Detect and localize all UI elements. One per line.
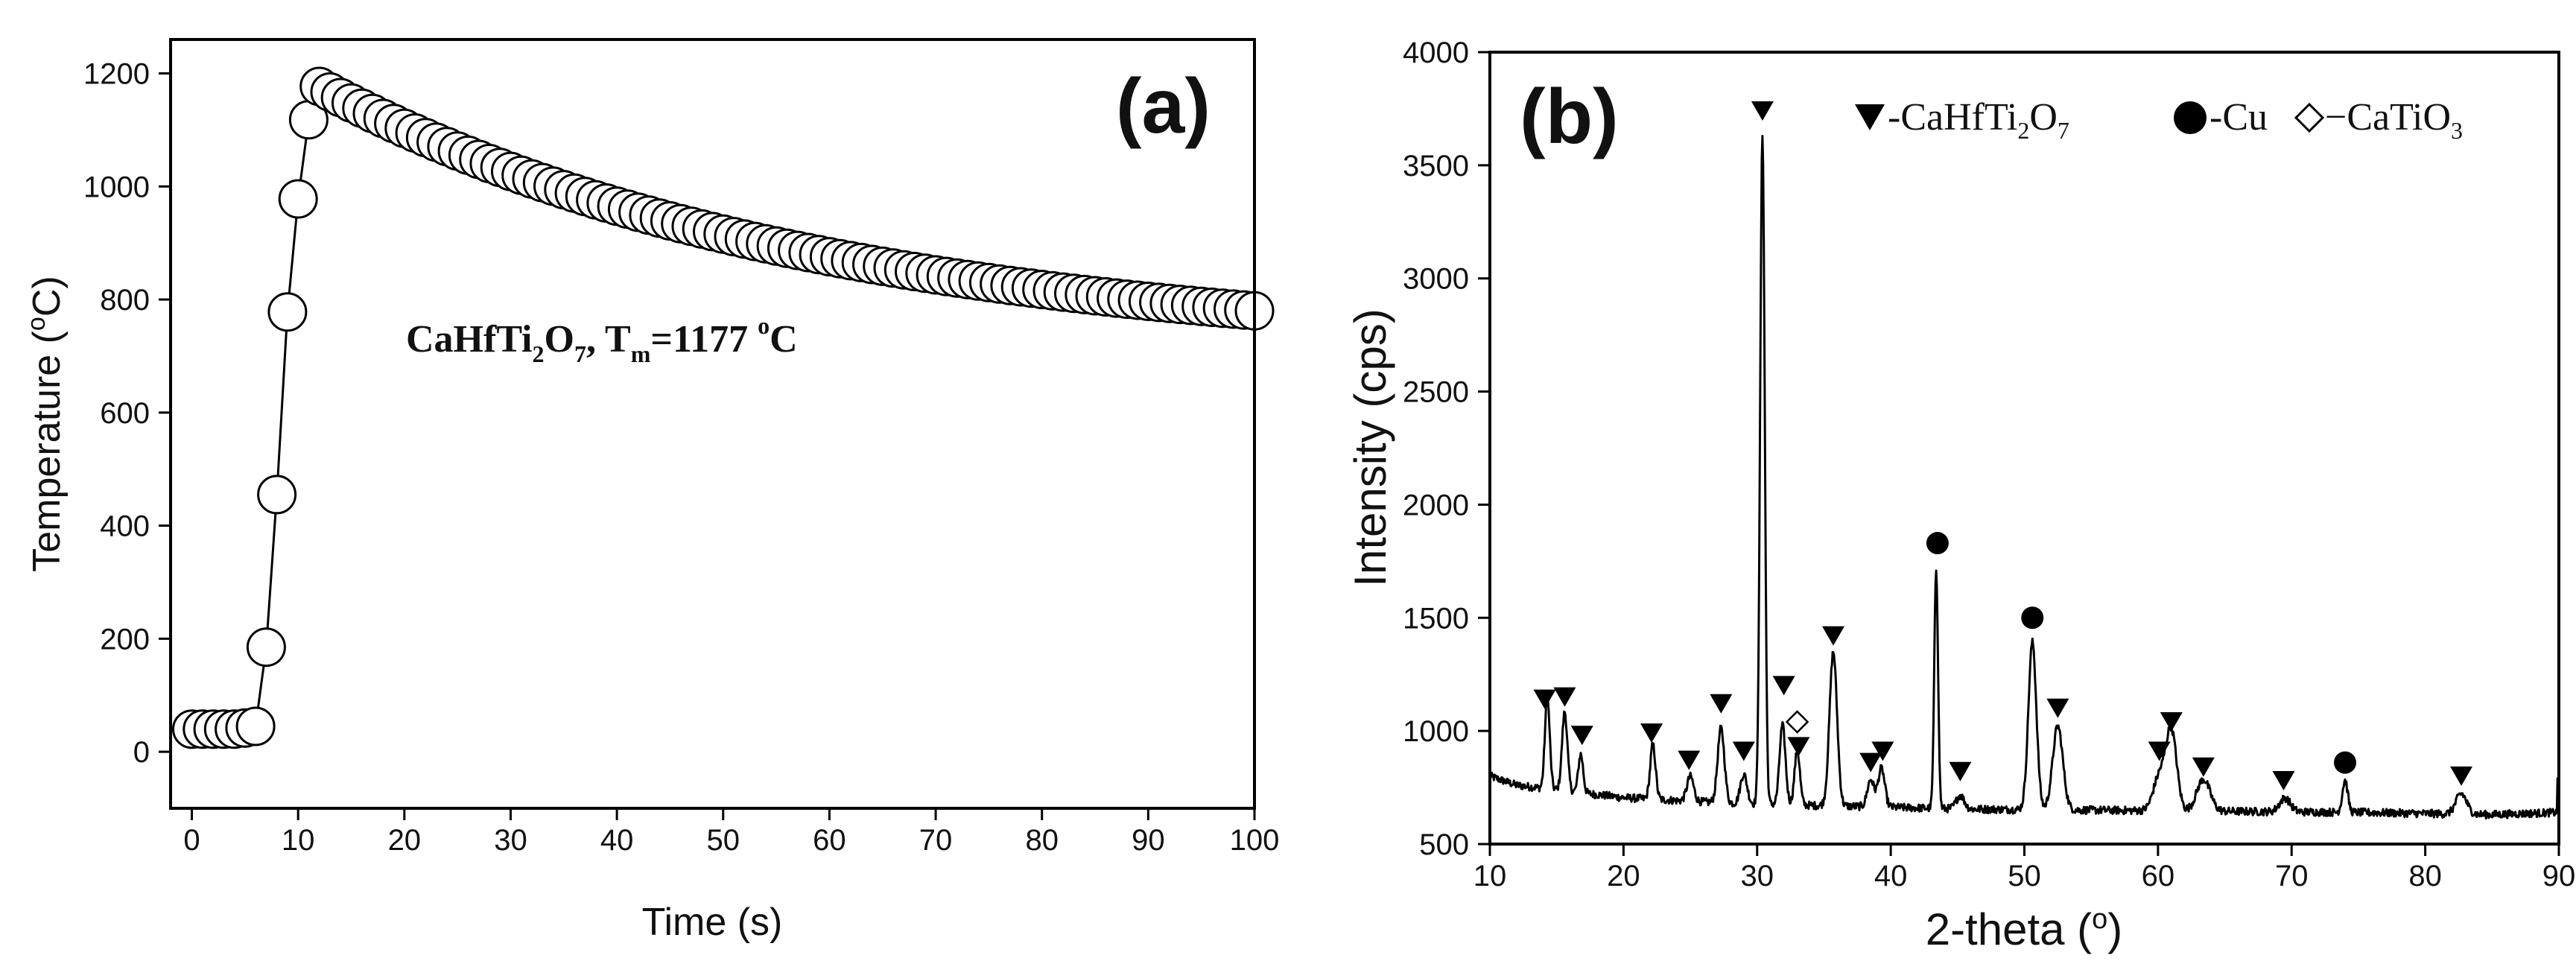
peak-marker-cahfti2o7 [1859, 752, 1882, 773]
panel-b-x-tick-label: 60 [2142, 860, 2175, 892]
panel-b-x-axis-title: 2-theta (o) [1926, 904, 2123, 954]
peak-marker-cahfti2o7 [1772, 676, 1795, 696]
panel-b-y-tick-label: 2000 [1403, 489, 1469, 521]
panel-a-x-tick-label: 20 [388, 824, 422, 857]
panel-a-x-tick-label: 80 [1025, 824, 1059, 857]
panel-b-xrd-chart: 10 20 30 40 50 60 70 80 90 500 1000 1500 2000 2500 300… [1345, 37, 2575, 954]
peak-marker-cu [2021, 606, 2044, 630]
panel-b-x-tick-label: 10 [1473, 860, 1507, 892]
panel-b-x-tick-label: 20 [1607, 860, 1640, 892]
panel-a-x-tick-label: 70 [919, 824, 953, 857]
peak-marker-cahfti2o7 [1821, 626, 1844, 646]
panel-b-y-tick-label: 1000 [1403, 715, 1469, 748]
panel-a-y-tick-label: 600 [100, 397, 150, 430]
panel-a-data-point [257, 475, 297, 515]
panel-a-x-axis-title: Time (s) [642, 901, 783, 944]
panel-a-x-tick-label: 30 [494, 824, 527, 857]
peak-marker-cahfti2o7 [2192, 757, 2215, 777]
panel-b-x-tick-label: 40 [1874, 860, 1908, 892]
panel-a-y-tick-label: 0 [133, 736, 150, 769]
peak-marker-cahfti2o7 [1751, 101, 1774, 121]
panel-a-data-point [278, 179, 318, 219]
peak-marker-cahfti2o7 [1710, 694, 1733, 714]
legend-circle-marker [2174, 101, 2207, 134]
peak-marker-catio3 [1785, 710, 1809, 734]
panel-b-x-tick-label: 90 [2542, 860, 2576, 892]
panel-a-y-tick-label: 1000 [83, 171, 150, 203]
peak-marker-cahfti2o7 [2046, 698, 2069, 718]
panel-a-y-axis-title: Temperature (oC) [22, 276, 69, 571]
panel-b-axis-ticks: 10 20 30 40 50 60 70 80 90 500 1000 1500 2000 2500 300… [1403, 37, 2575, 892]
panel-a-axis-ticks: 0 10 20 30 40 50 60 70 80 90 100020040060080010001… [83, 58, 1279, 857]
legend-entry-cu: -Cu [2209, 96, 2268, 139]
panel-b-xrd-pattern-line [1488, 135, 2560, 820]
peak-marker-cahfti2o7 [1949, 761, 1972, 781]
panel-b-x-tick-label: 50 [2008, 860, 2041, 892]
panel-b-y-tick-label: 4000 [1403, 37, 1469, 69]
panel-b-x-tick-label: 80 [2408, 860, 2442, 892]
panel-a-data-point [246, 627, 286, 667]
panel-a-temperature-time-chart: 0 10 20 30 40 50 60 70 80 90 100020040060080010001… [22, 38, 1279, 944]
panel-b-y-tick-label: 3000 [1403, 263, 1469, 296]
panel-a-x-tick-label: 10 [282, 824, 315, 857]
panel-a-x-tick-label: 0 [183, 824, 200, 857]
peak-marker-cahfti2o7 [1871, 741, 1894, 761]
panel-a-x-tick-label: 60 [813, 824, 846, 857]
panel-a-y-tick-label: 400 [100, 510, 150, 543]
panel-a-x-tick-label: 40 [600, 824, 634, 857]
panel-b-y-axis-title: Intensity (cps) [1345, 308, 1395, 586]
legend-triangle-marker [1855, 104, 1885, 130]
panel-b-label: (b) [1520, 74, 1619, 160]
peak-marker-cahfti2o7 [2450, 766, 2473, 786]
peak-marker-cu [1926, 532, 1949, 555]
panel-a-x-tick-label: 50 [707, 824, 740, 857]
peak-marker-cahfti2o7 [2160, 711, 2183, 732]
panel-a-data-point [267, 292, 308, 332]
panel-a-frame [169, 38, 1256, 810]
legend-entry-catio3: −CaTiO3 [2325, 96, 2463, 144]
panel-b-peak-markers [1533, 101, 2473, 790]
panel-a-x-tick-label: 90 [1132, 824, 1165, 857]
panel-a-label: (a) [1116, 63, 1211, 150]
peak-marker-cu [2334, 751, 2356, 774]
panel-a-x-tick-label: 100 [1230, 824, 1280, 857]
peak-marker-cahfti2o7 [1533, 689, 1556, 709]
legend-diamond-marker [2294, 102, 2325, 133]
peak-marker-cahfti2o7 [1640, 723, 1663, 743]
panel-a-data-marks [172, 66, 1275, 749]
peak-marker-cahfti2o7 [1570, 726, 1593, 746]
panel-b-legend: -CaHfTi2O7 -Cu −CaTiO3 [1855, 96, 2463, 144]
legend-entry-cahfti2o7: -CaHfTi2O7 [1888, 96, 2069, 144]
peak-marker-cahfti2o7 [1553, 687, 1576, 707]
peak-marker-cahfti2o7 [2272, 770, 2295, 790]
peak-marker-cahfti2o7 [1732, 741, 1755, 761]
peak-marker-cahfti2o7 [1678, 750, 1701, 770]
panel-b-y-tick-label: 3500 [1403, 150, 1469, 183]
panel-a-y-tick-label: 200 [100, 623, 150, 656]
panel-a-y-tick-label: 1200 [83, 58, 150, 91]
panel-a-data-point [235, 706, 276, 746]
panel-b-y-tick-label: 500 [1419, 828, 1469, 861]
panel-a-annotation: CaHfTi2O7, Tm=1177 oC [406, 312, 798, 367]
peak-marker-cahfti2o7 [2148, 741, 2171, 761]
panel-b-y-tick-label: 2500 [1403, 376, 1469, 409]
panel-b-x-tick-label: 30 [1741, 860, 1774, 892]
panel-b-data-marks [1488, 135, 2560, 820]
panel-a-y-tick-label: 800 [100, 284, 150, 317]
panel-b-y-tick-label: 1500 [1403, 602, 1469, 635]
peak-marker-cahfti2o7 [1787, 737, 1810, 757]
panel-b-x-tick-label: 70 [2275, 860, 2309, 892]
